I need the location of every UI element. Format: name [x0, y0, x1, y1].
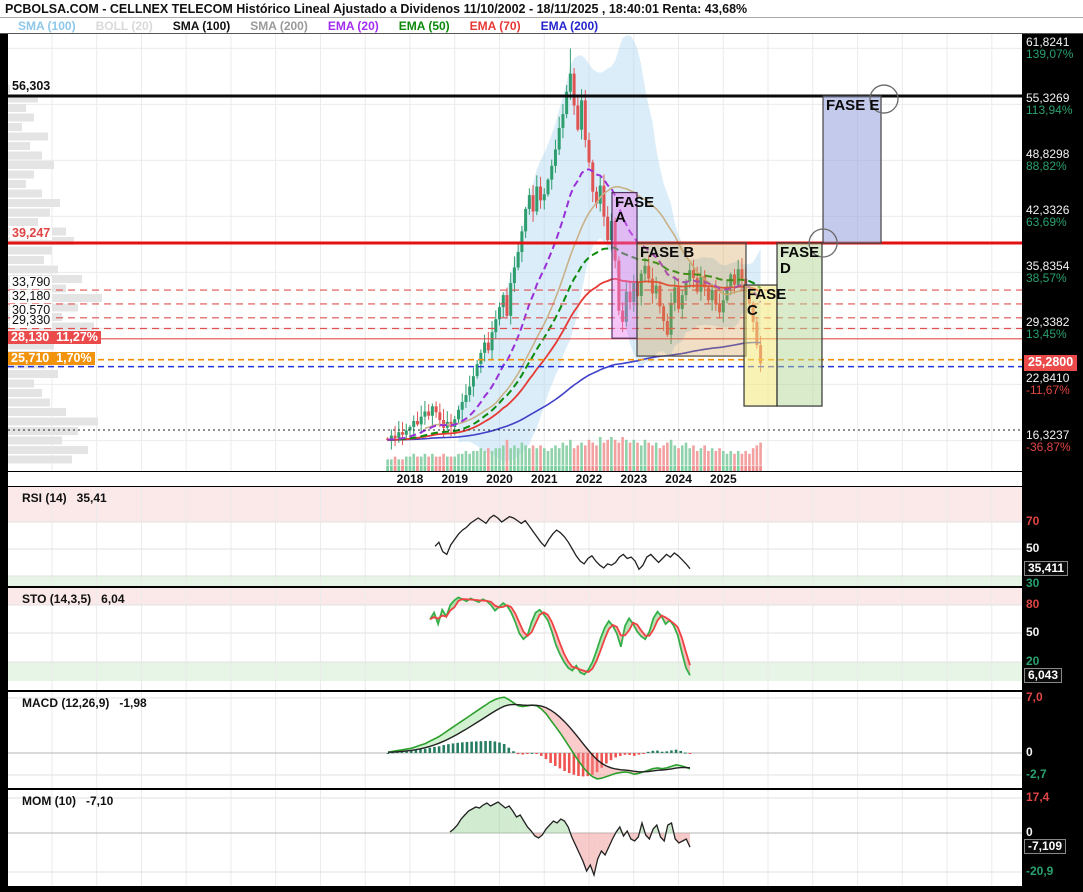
sto-d-line: [429, 598, 691, 674]
ema-70-line: [387, 277, 762, 441]
legend-item-7[interactable]: EMA (200): [540, 19, 599, 33]
rsi-line: [434, 514, 691, 571]
annotation-circle: [869, 84, 899, 114]
phase-box-3: [776, 242, 823, 407]
phase-box-2: [743, 284, 778, 407]
window-title: PCBOLSA.COM - CELLNEX TELECOM Histórico …: [5, 2, 748, 16]
macd-signal-line: [387, 703, 691, 773]
legend-item-4[interactable]: EMA (20): [327, 19, 379, 33]
legend-item-6[interactable]: EMA (70): [469, 19, 521, 33]
legend-item-1[interactable]: BOLL (20): [95, 19, 153, 33]
legend-item-5[interactable]: EMA (50): [398, 19, 450, 33]
legend-item-0[interactable]: SMA (100): [18, 19, 76, 33]
sma-100-line: [424, 185, 762, 430]
ema-20-line: [387, 168, 762, 441]
title-bar: PCBOLSA.COM - CELLNEX TELECOM Histórico …: [0, 0, 1083, 18]
macd-line: [387, 696, 691, 780]
ema-50-line: [387, 246, 762, 441]
price-chart-layer: [386, 35, 763, 465]
legend-item-3[interactable]: SMA (200): [250, 19, 308, 33]
annotation-circle: [808, 228, 838, 258]
ema-200-line: [387, 341, 761, 441]
phase-box-0: [611, 191, 638, 339]
phase-box-4: [822, 95, 882, 244]
phase-box-1: [636, 242, 747, 357]
mom-line: [449, 801, 691, 878]
indicator-legend: SMA (100) BOLL (20) SMA (100) SMA (200) EMA …: [0, 18, 1083, 34]
legend-item-2[interactable]: SMA (100): [172, 19, 231, 33]
